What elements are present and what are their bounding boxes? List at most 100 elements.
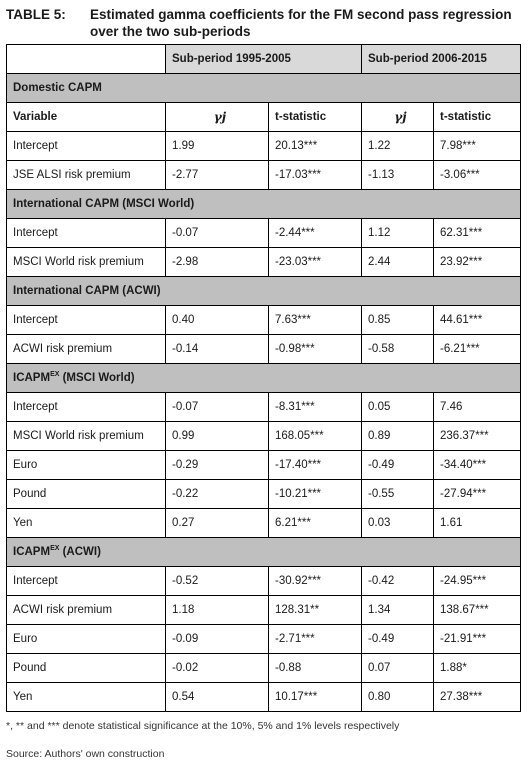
- section-title-text: ICAPM: [13, 546, 51, 558]
- gamma-1995-2005-cell: -0.02: [165, 653, 269, 683]
- tstat-1995-2005-cell: -10.21***: [267, 479, 363, 509]
- tstat-1995-2005-cell: 128.31**: [267, 595, 363, 625]
- tstat-2006-2015-cell: -3.06***: [433, 160, 522, 190]
- period-header-row: Sub-period 1995-2005 Sub-period 2006-201…: [6, 44, 522, 74]
- tstat-2006-2015-cell: -6.21***: [433, 334, 522, 364]
- table-row: ACWI risk premium -0.14 -0.98*** -0.58 -6.21…: [6, 334, 522, 364]
- tstat-2006-2015-cell: 27.38***: [433, 682, 522, 712]
- section-row: ICAPMEX (MSCI World): [5, 363, 522, 393]
- tstat-1995-2005-cell: 20.13***: [267, 131, 363, 161]
- section-title-suffix: (MSCI World): [59, 372, 135, 384]
- table-row: Yen 0.27 6.21*** 0.03 1.61: [6, 508, 522, 538]
- section-row: Domestic CAPM: [5, 73, 522, 103]
- tstat-2006-2015-cell: -24.95***: [433, 566, 522, 596]
- table-row: Euro -0.29 -17.40*** -0.49 -34.40***: [6, 450, 522, 480]
- tstat-2006-2015-cell: -34.40***: [433, 450, 522, 480]
- section-title: ICAPMEX (ACWI): [5, 537, 522, 567]
- section-title: International CAPM (MSCI World): [5, 189, 522, 219]
- tstat-column-header: t-statistic: [267, 102, 363, 132]
- gamma-2006-2015-cell: 0.80: [361, 682, 435, 712]
- variable-cell: MSCI World risk premium: [6, 421, 166, 451]
- gamma-coefficients-table: Sub-period 1995-2005 Sub-period 2006-201…: [5, 44, 522, 712]
- table-row: Pound -0.02 -0.88 0.07 1.88*: [6, 653, 522, 683]
- table-row: Intercept -0.07 -8.31*** 0.05 7.46: [6, 392, 522, 422]
- gamma-column-header: γj: [361, 102, 435, 132]
- tstat-1995-2005-cell: -23.03***: [267, 247, 363, 277]
- gamma-2006-2015-cell: -0.42: [361, 566, 435, 596]
- gamma-1995-2005-cell: 0.40: [165, 305, 269, 335]
- variable-cell: JSE ALSI risk premium: [6, 160, 166, 190]
- tstat-1995-2005-cell: 6.21***: [267, 508, 363, 538]
- table-row: Yen 0.54 10.17*** 0.80 27.38***: [6, 682, 522, 712]
- variable-cell: ACWI risk premium: [6, 334, 166, 364]
- table-row: Intercept -0.07 -2.44*** 1.12 62.31***: [6, 218, 522, 248]
- variable-cell: Yen: [6, 508, 166, 538]
- gamma-2006-2015-cell: -0.49: [361, 624, 435, 654]
- variable-cell: ACWI risk premium: [6, 595, 166, 625]
- variable-cell: Yen: [6, 682, 166, 712]
- variable-cell: Intercept: [6, 392, 166, 422]
- tstat-2006-2015-cell: 236.37***: [433, 421, 522, 451]
- gamma-1995-2005-cell: -0.14: [165, 334, 269, 364]
- table-row: MSCI World risk premium -2.98 -23.03*** 2.4…: [6, 247, 522, 277]
- table-row: Intercept -0.52 -30.92*** -0.42 -24.95***: [6, 566, 522, 596]
- variable-cell: Pound: [6, 653, 166, 683]
- tstat-1995-2005-cell: -17.03***: [267, 160, 363, 190]
- tstat-1995-2005-cell: 168.05***: [267, 421, 363, 451]
- gamma-2006-2015-cell: -0.49: [361, 450, 435, 480]
- gamma-2006-2015-cell: -0.58: [361, 334, 435, 364]
- table-row: Intercept 0.40 7.63*** 0.85 44.61***: [6, 305, 522, 335]
- tstat-1995-2005-cell: -2.71***: [267, 624, 363, 654]
- section-title-text: ICAPM: [13, 372, 51, 384]
- section-title-text: Domestic CAPM: [13, 82, 102, 94]
- table-row: Intercept 1.99 20.13*** 1.22 7.98***: [6, 131, 522, 161]
- tstat-2006-2015-cell: 138.67***: [433, 595, 522, 625]
- gamma-column-header: γj: [165, 102, 269, 132]
- gamma-2006-2015-cell: 0.89: [361, 421, 435, 451]
- variable-cell: Euro: [6, 450, 166, 480]
- tstat-1995-2005-cell: -17.40***: [267, 450, 363, 480]
- tstat-1995-2005-cell: -2.44***: [267, 218, 363, 248]
- section-title-text: International CAPM (ACWI): [13, 285, 161, 297]
- source-note: Source: Authors' own construction: [6, 748, 165, 760]
- gamma-1995-2005-cell: -0.52: [165, 566, 269, 596]
- tstat-1995-2005-cell: -0.98***: [267, 334, 363, 364]
- gamma-1995-2005-cell: -0.09: [165, 624, 269, 654]
- table-row: ACWI risk premium 1.18 128.31** 1.34 138.67*…: [6, 595, 522, 625]
- gamma-2006-2015-cell: 0.85: [361, 305, 435, 335]
- gamma-1995-2005-cell: -0.22: [165, 479, 269, 509]
- variable-cell: Intercept: [6, 218, 166, 248]
- section-title-superscript: EX: [50, 545, 60, 553]
- column-header-row: Variable γj t-statistic γj t-statistic: [6, 102, 522, 132]
- table-row: MSCI World risk premium 0.99 168.05*** 0.89…: [6, 421, 522, 451]
- section-title-text: International CAPM (MSCI World): [13, 198, 195, 210]
- tstat-2006-2015-cell: -27.94***: [433, 479, 522, 509]
- gamma-1995-2005-cell: 0.99: [165, 421, 269, 451]
- tstat-2006-2015-cell: 62.31***: [433, 218, 522, 248]
- variable-cell: Intercept: [6, 131, 166, 161]
- period2-header: Sub-period 2006-2015: [361, 44, 522, 74]
- gamma-1995-2005-cell: -0.07: [165, 218, 269, 248]
- tstat-1995-2005-cell: -30.92***: [267, 566, 363, 596]
- table-row: Pound -0.22 -10.21*** -0.55 -27.94***: [6, 479, 522, 509]
- variable-cell: Intercept: [6, 305, 166, 335]
- section-row: International CAPM (MSCI World): [5, 189, 522, 219]
- tstat-2006-2015-cell: 7.98***: [433, 131, 522, 161]
- gamma-2006-2015-cell: 1.22: [361, 131, 435, 161]
- gamma-1995-2005-cell: -2.98: [165, 247, 269, 277]
- table-row: Euro -0.09 -2.71*** -0.49 -21.91***: [6, 624, 522, 654]
- gamma-1995-2005-cell: 0.27: [165, 508, 269, 538]
- section-title-superscript: EX: [50, 371, 60, 379]
- gamma-1995-2005-cell: -0.07: [165, 392, 269, 422]
- tstat-2006-2015-cell: 1.88*: [433, 653, 522, 683]
- tstat-2006-2015-cell: 23.92***: [433, 247, 522, 277]
- tstat-2006-2015-cell: 44.61***: [433, 305, 522, 335]
- gamma-2006-2015-cell: 2.44: [361, 247, 435, 277]
- table-row: JSE ALSI risk premium -2.77 -17.03*** -1.13…: [6, 160, 522, 190]
- period1-header: Sub-period 1995-2005: [164, 44, 363, 74]
- variable-cell: MSCI World risk premium: [6, 247, 166, 277]
- tstat-1995-2005-cell: 10.17***: [267, 682, 363, 712]
- gamma-2006-2015-cell: 0.05: [361, 392, 435, 422]
- variable-cell: Intercept: [6, 566, 166, 596]
- header-blank-cell: [6, 44, 166, 74]
